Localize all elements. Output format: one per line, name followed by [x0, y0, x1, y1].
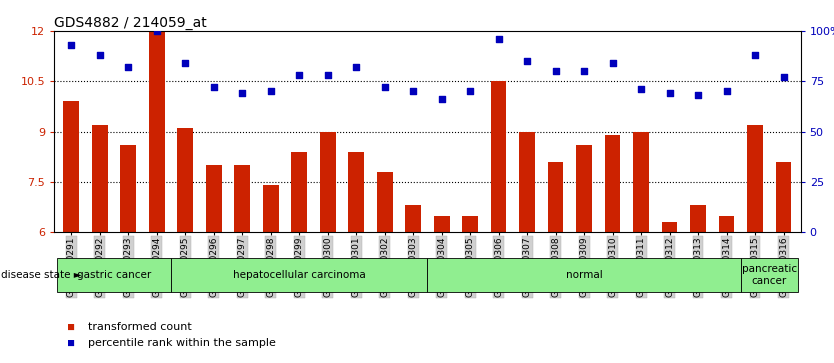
Point	[577, 68, 590, 74]
Text: percentile rank within the sample: percentile rank within the sample	[88, 338, 275, 348]
Point	[549, 68, 562, 74]
Bar	[377, 172, 393, 232]
Point	[378, 84, 391, 90]
Bar	[349, 152, 364, 232]
Point	[777, 74, 791, 80]
Point	[235, 90, 249, 96]
Bar	[520, 132, 535, 232]
Bar	[434, 216, 450, 232]
Bar	[661, 222, 677, 232]
Bar	[63, 101, 79, 232]
Text: disease state ►: disease state ►	[1, 270, 82, 280]
Bar	[719, 216, 735, 232]
Point	[720, 88, 733, 94]
Bar	[320, 132, 335, 232]
Bar	[576, 145, 592, 232]
Bar	[263, 185, 279, 232]
Bar	[291, 152, 307, 232]
Point	[64, 42, 78, 48]
Bar	[605, 135, 620, 232]
Bar	[776, 162, 791, 232]
Point	[691, 93, 705, 98]
Point	[150, 28, 163, 34]
Bar	[691, 205, 706, 232]
Point	[663, 90, 676, 96]
Bar	[92, 125, 108, 232]
Bar	[462, 216, 478, 232]
Bar	[491, 81, 506, 232]
Text: ◾: ◾	[67, 322, 75, 332]
Bar	[149, 31, 164, 232]
Point	[606, 60, 620, 66]
Bar	[120, 145, 136, 232]
Text: gastric cancer: gastric cancer	[77, 270, 151, 280]
Bar	[405, 205, 421, 232]
Bar	[178, 128, 193, 232]
Bar	[548, 162, 564, 232]
Point	[207, 84, 220, 90]
Point	[635, 86, 648, 92]
Bar	[747, 125, 763, 232]
Text: ◾: ◾	[67, 338, 75, 348]
Point	[492, 36, 505, 42]
Text: transformed count: transformed count	[88, 322, 191, 332]
Bar	[206, 165, 222, 232]
Point	[93, 52, 107, 58]
Point	[178, 60, 192, 66]
Point	[264, 88, 278, 94]
Text: normal: normal	[565, 270, 602, 280]
Point	[349, 64, 363, 70]
Text: hepatocellular carcinoma: hepatocellular carcinoma	[233, 270, 365, 280]
Point	[464, 88, 477, 94]
Text: GDS4882 / 214059_at: GDS4882 / 214059_at	[54, 16, 207, 30]
Text: pancreatic
cancer: pancreatic cancer	[741, 264, 796, 286]
Point	[321, 72, 334, 78]
Point	[293, 72, 306, 78]
Point	[520, 58, 534, 64]
Point	[748, 52, 761, 58]
Bar	[633, 132, 649, 232]
Point	[435, 97, 449, 102]
Bar	[234, 165, 250, 232]
Point	[406, 88, 420, 94]
Point	[122, 64, 135, 70]
